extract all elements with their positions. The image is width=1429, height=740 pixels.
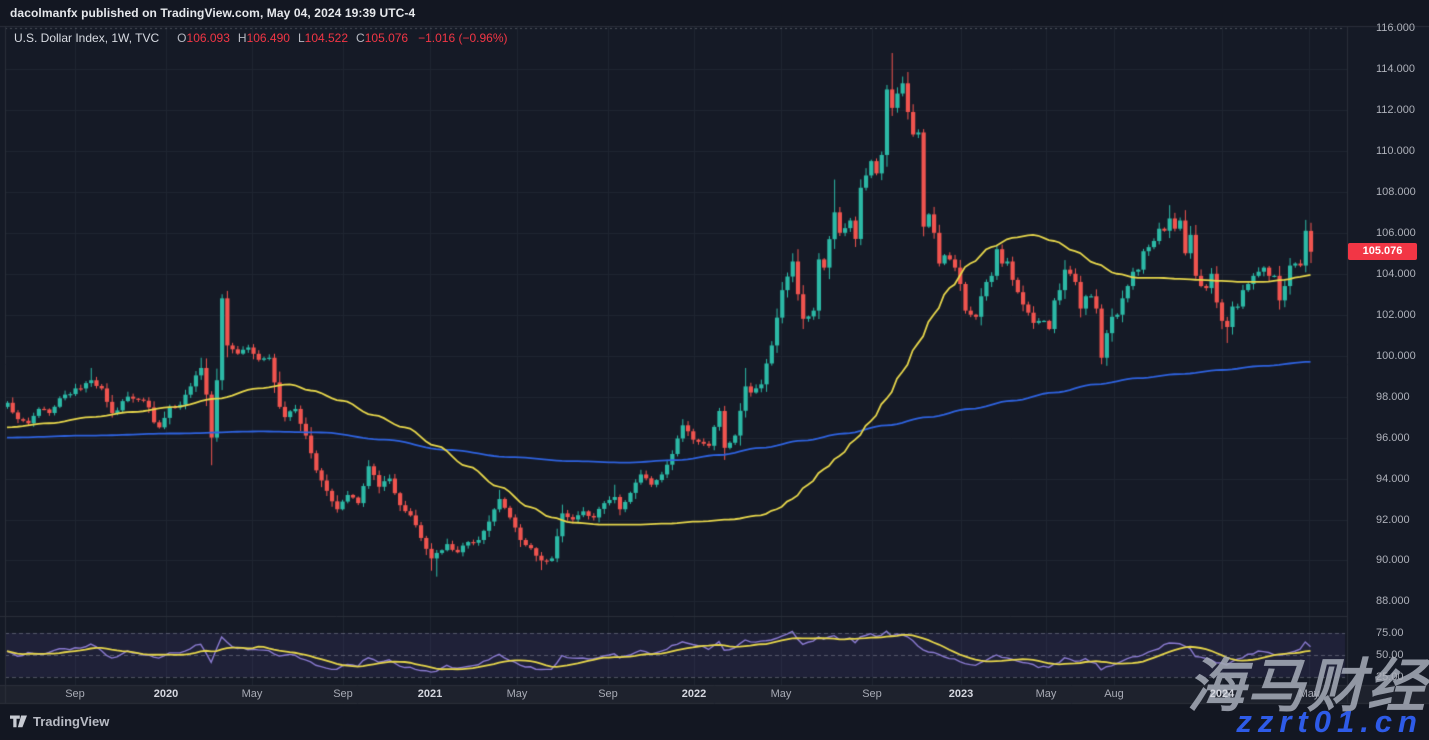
time-tick-label: 2024 (1209, 688, 1235, 700)
ohlc-key: H (237, 31, 247, 45)
ohlc-values: O106.093 H106.490 L104.522 C105.076 (169, 31, 408, 45)
price-tick-label: 112.000 (1376, 103, 1415, 116)
price-tick-label: 116.000 (1376, 22, 1415, 34)
time-tick-label: Sep (862, 688, 882, 700)
price-tick-label: 106.000 (1376, 226, 1416, 239)
time-tick-label: May (506, 688, 528, 700)
rsi-tick-label: 75.00 (1376, 627, 1404, 639)
time-tick-label: May (241, 688, 263, 700)
price-tick-label: 94.000 (1376, 472, 1410, 485)
price-tick-label: 90.000 (1376, 554, 1410, 567)
last-price-badge: 105.076 (1348, 243, 1417, 261)
time-tick-label: Sep (333, 688, 353, 700)
symbol-title: U.S. Dollar Index, 1W, TVC (14, 31, 160, 45)
time-tick-label: 2022 (681, 688, 707, 700)
ohlc-key: L (297, 31, 305, 45)
time-tick-label: Sep (65, 688, 85, 700)
change-text: −1.016 (−0.96%) (418, 31, 508, 45)
price-tick-label: 104.000 (1376, 267, 1416, 280)
time-tick-label: Sep (598, 688, 618, 700)
time-tick-label: 2020 (153, 688, 179, 700)
tradingview-logo-icon (10, 714, 27, 729)
time-tick-label: 2023 (948, 688, 974, 700)
time-tick-label: May (770, 688, 792, 700)
time-tick-label: May (1298, 688, 1320, 700)
tradingview-attribution[interactable]: TradingView (10, 714, 109, 729)
publisher-line: dacolmanfx published on TradingView.com,… (10, 6, 416, 20)
price-tick-label: 114.000 (1376, 62, 1415, 75)
time-tick-label: May (1035, 688, 1057, 700)
ohlc-value: 105.076 (364, 31, 409, 45)
price-tick-label: 96.000 (1376, 431, 1410, 444)
price-tick-label: 92.000 (1376, 513, 1410, 526)
time-tick-label: 2021 (417, 688, 443, 700)
ohlc-key: O (177, 31, 187, 45)
price-tick-label: 102.000 (1376, 308, 1416, 321)
rsi-tick-label: 25.00 (1376, 671, 1404, 684)
price-tick-label: 110.000 (1376, 144, 1415, 157)
time-tick-label: Aug (1104, 688, 1124, 700)
watermark-url: zzrt01.cn (1236, 704, 1423, 739)
ohlc-value: 106.093 (186, 31, 230, 45)
ohlc-value: 106.490 (246, 31, 290, 45)
watermark-chinese: 海马财经 (1186, 654, 1427, 719)
brand-text: TradingView (33, 714, 110, 729)
ohlc-key: C (356, 31, 365, 45)
price-tick-label: 98.000 (1376, 390, 1410, 403)
price-tick-label: 100.000 (1376, 349, 1416, 362)
price-tick-label: 88.000 (1376, 595, 1410, 608)
rsi-tick-label: 50.00 (1376, 649, 1404, 662)
chart-legend: U.S. Dollar Index, 1W, TVC O106.093 H106.4… (14, 31, 508, 45)
ohlc-value: 104.522 (304, 31, 349, 45)
price-tick-label: 108.000 (1376, 185, 1416, 198)
